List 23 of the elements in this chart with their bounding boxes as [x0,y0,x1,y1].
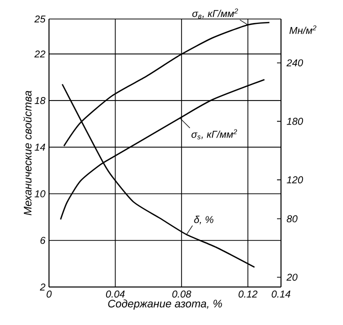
y2-tick-label: 240 [286,59,304,66]
x-tick-label: 0 [46,290,52,298]
x-tick-label: 0.12 [238,290,258,298]
series-label: δ, % [194,216,214,224]
y2-tick-label: 80 [286,215,298,222]
y-tick-label: 10 [34,190,46,198]
y-axis-title: Механические свойства [23,90,32,216]
x-axis-title: Содержание азота, % [108,299,222,310]
y2-tick-label: 120 [286,176,304,184]
legend-label: σ$_{s}$, кГ/мм$^{2}$ [192,129,238,140]
y-tick-label: 6 [40,236,46,244]
y2-tick-label: 20 [286,274,298,281]
y2-axis-title: Мн/м$^{2}$ [289,25,316,34]
y-tick-label: 14 [34,144,46,151]
x-tick-label: 0.08 [172,290,192,298]
y-tick-label: 22 [34,50,46,58]
x-tick-label: 0.14 [272,290,290,298]
x-tick-label: 0.04 [106,290,125,298]
series-label: σ$_{в}$, кГ/мм$^{2}$ [192,8,238,19]
y-tick-label: 25 [34,15,46,23]
y-tick-label: 18 [34,97,46,104]
y2-tick-label: 180 [286,118,304,125]
y-tick-label: 2 [40,284,46,290]
